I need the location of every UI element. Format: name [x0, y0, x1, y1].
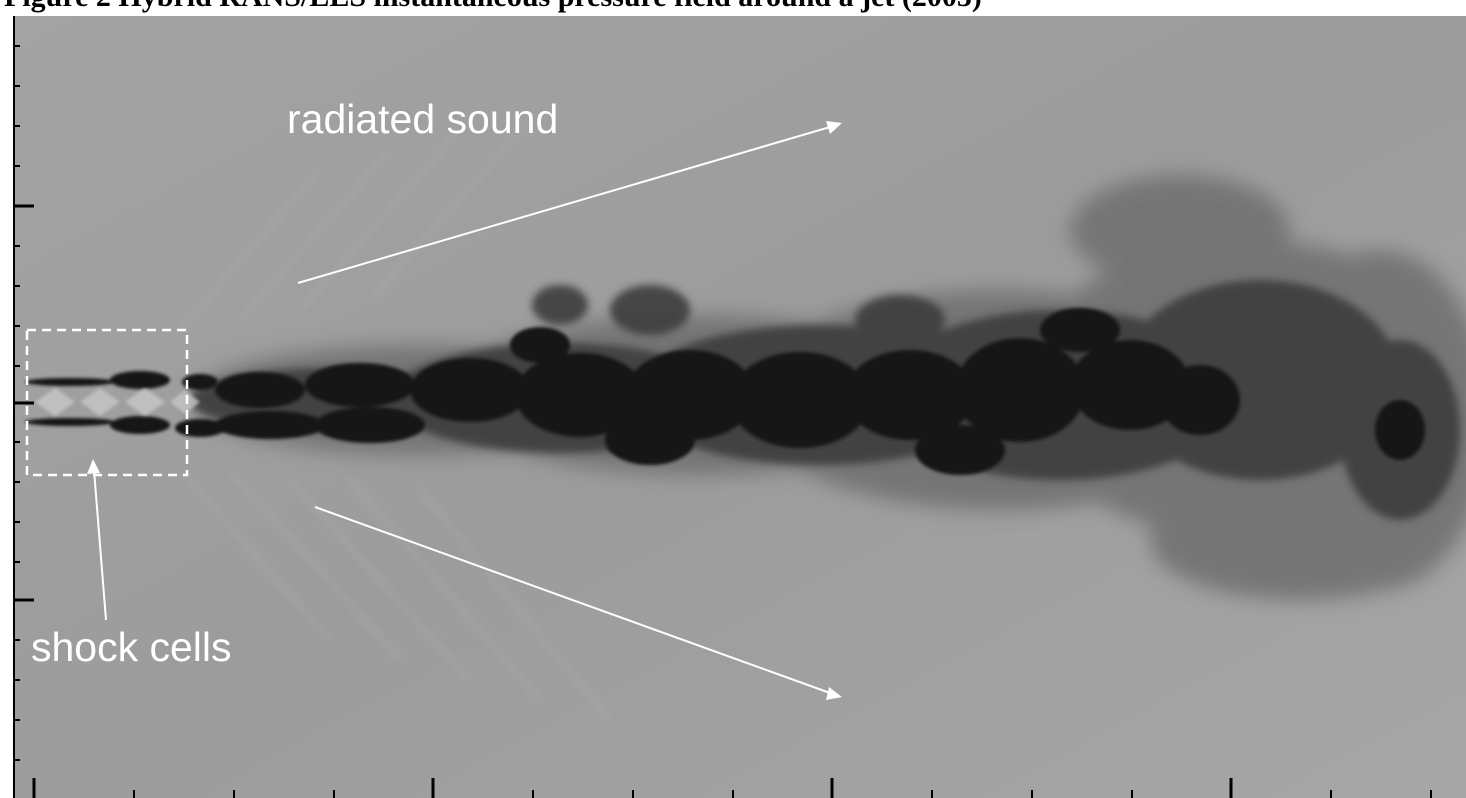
acoustic-wave-streaks [178, 119, 612, 721]
left-axis [13, 16, 34, 798]
arrowhead-down [826, 687, 842, 700]
shock-cells-label: shock cells [31, 624, 232, 670]
shock-cells-box [25, 328, 189, 477]
figure-title: Figure 2 Hybrid RANS/LES instantaneous p… [4, 0, 982, 14]
bottom-axis [32, 778, 1432, 798]
radiated-sound-arrow-down [314, 506, 831, 694]
annotation-arrows [87, 121, 842, 700]
shock-cell-shear-layers [25, 371, 225, 437]
shock-cell-diamonds [35, 388, 200, 416]
arrowhead-shock [87, 459, 100, 474]
arrowhead-up [826, 121, 842, 134]
radiated-sound-arrow-up [297, 126, 831, 284]
figure-title-strip: Figure 2 Hybrid RANS/LES instantaneous p… [0, 0, 1466, 16]
radiated-sound-label: radiated sound [287, 96, 558, 142]
jet-dark-core [215, 308, 1425, 475]
shock-cells-arrow [93, 469, 107, 621]
